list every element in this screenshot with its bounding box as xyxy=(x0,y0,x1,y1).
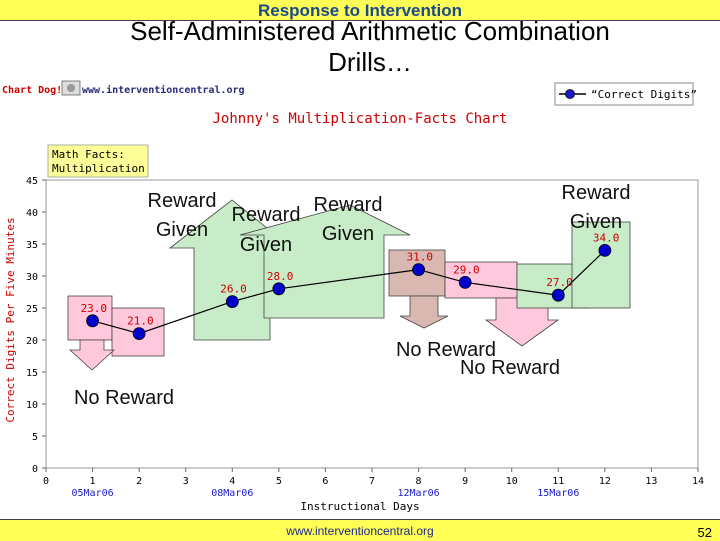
date-label: 08Mar06 xyxy=(211,488,253,499)
subtitle-box xyxy=(47,144,149,178)
chart-title: Johnny's Multiplication-Facts Chart xyxy=(212,111,507,127)
y-tick-label: 10 xyxy=(26,400,38,411)
y-tick-label: 20 xyxy=(26,336,38,347)
x-axis-title: Instructional Days xyxy=(300,500,419,513)
annotation-no-reward-3: No Reward xyxy=(74,387,174,409)
x-tick-label: 10 xyxy=(506,476,518,487)
y-tick-label: 40 xyxy=(26,208,38,219)
annotation-reward-3: Reward xyxy=(314,194,383,216)
annotation-no-reward-1: No Reward xyxy=(396,339,496,361)
data-point xyxy=(598,243,612,257)
x-tick-label: 14 xyxy=(692,476,704,487)
annotation-given-1: Given xyxy=(156,219,208,241)
y-tick-label: 35 xyxy=(26,240,38,251)
slide-title-line-2: Drills… xyxy=(328,47,412,77)
top-banner: Response to Intervention xyxy=(0,0,720,21)
bottom-banner: www.interventioncentral.org 52 xyxy=(0,519,720,541)
x-tick-label: 11 xyxy=(552,476,564,487)
legend-marker xyxy=(565,89,575,99)
date-label: 12Mar06 xyxy=(397,488,439,499)
dog-logo-icon xyxy=(61,80,81,96)
y-tick-label: 15 xyxy=(26,368,38,379)
data-label: 23.0 xyxy=(81,302,108,315)
chart-header-strip xyxy=(0,80,720,102)
x-tick-label: 4 xyxy=(229,476,235,487)
x-tick-label: 6 xyxy=(322,476,328,487)
y-tick-label: 5 xyxy=(32,432,38,443)
series-layer: 23.0 21.0 26.0 28.0 31.0 29.0 27.0 34.0 xyxy=(81,231,620,341)
data-point xyxy=(225,295,239,309)
footer-url: www.interventioncentral.org xyxy=(286,524,434,538)
annotation-no-reward-2: No Reward xyxy=(460,357,560,379)
data-point xyxy=(86,314,99,328)
annotation-given-3: Given xyxy=(322,223,374,245)
data-label: 27.0 xyxy=(546,276,573,289)
x-tick-label: 13 xyxy=(645,476,657,487)
annotation-reward-2: Reward xyxy=(232,204,301,226)
data-label: 28.0 xyxy=(267,270,294,283)
no-reward-arrow-left xyxy=(68,339,116,371)
slide-title-line-1: Self-Administered Arithmetic Combination xyxy=(130,16,610,46)
date-label: 15Mar06 xyxy=(537,488,579,499)
y-tick-label: 0 xyxy=(32,464,38,475)
y-tick-label: 25 xyxy=(26,304,38,315)
annotation-reward-4: Reward xyxy=(562,182,631,204)
x-tick-label: 2 xyxy=(136,476,142,487)
subtitle-line-1: Math Facts: xyxy=(52,148,125,161)
chart-header-url: www.interventioncentral.org xyxy=(82,84,245,96)
y-tick-label: 45 xyxy=(26,176,38,187)
reward-box-day12 xyxy=(571,221,631,309)
annotations: Reward Given Reward Given Reward Given R… xyxy=(74,182,630,409)
legend-label: “Correct Digits” xyxy=(591,88,697,101)
data-label: 21.0 xyxy=(127,315,153,328)
date-label: 05Mar06 xyxy=(71,488,113,499)
annotation-reward-1: Reward xyxy=(148,190,217,212)
annotation-given-2: Given xyxy=(240,234,292,256)
data-point xyxy=(551,288,565,302)
series-line xyxy=(92,249,606,335)
data-point xyxy=(458,275,472,289)
x-tick-label: 3 xyxy=(183,476,189,487)
y-tick-label: 30 xyxy=(26,272,38,283)
slide-title: Self-Administered Arithmetic Combination… xyxy=(60,16,680,78)
x-tick-label: 5 xyxy=(276,476,282,487)
data-point xyxy=(272,282,286,296)
x-tick-label: 1 xyxy=(90,476,96,487)
chart: Chart Dog! www.interventioncentral.org “… xyxy=(0,80,720,513)
y-axis-title: Correct Digits Per Five Minutes xyxy=(4,217,17,422)
annotation-given-4: Given xyxy=(570,211,622,233)
x-tick-label: 12 xyxy=(599,476,611,487)
data-label: 31.0 xyxy=(407,251,434,264)
data-label: 29.0 xyxy=(453,263,480,276)
data-label: 34.0 xyxy=(593,231,620,244)
x-tick-label: 7 xyxy=(369,476,375,487)
page-number: 52 xyxy=(697,525,712,540)
chartdog-brand: Chart Dog! xyxy=(2,85,62,96)
data-point xyxy=(132,327,146,341)
x-tick-label: 8 xyxy=(416,476,422,487)
no-reward-arrow-day8 xyxy=(399,295,449,329)
x-tick-label: 0 xyxy=(43,476,49,487)
banner-text: Response to Intervention xyxy=(257,1,463,20)
data-point xyxy=(412,263,425,277)
data-label: 26.0 xyxy=(220,283,247,296)
x-tick-label: 9 xyxy=(462,476,468,487)
legend: “Correct Digits” xyxy=(554,82,697,106)
subtitle-line-2: Multiplication xyxy=(52,162,145,175)
